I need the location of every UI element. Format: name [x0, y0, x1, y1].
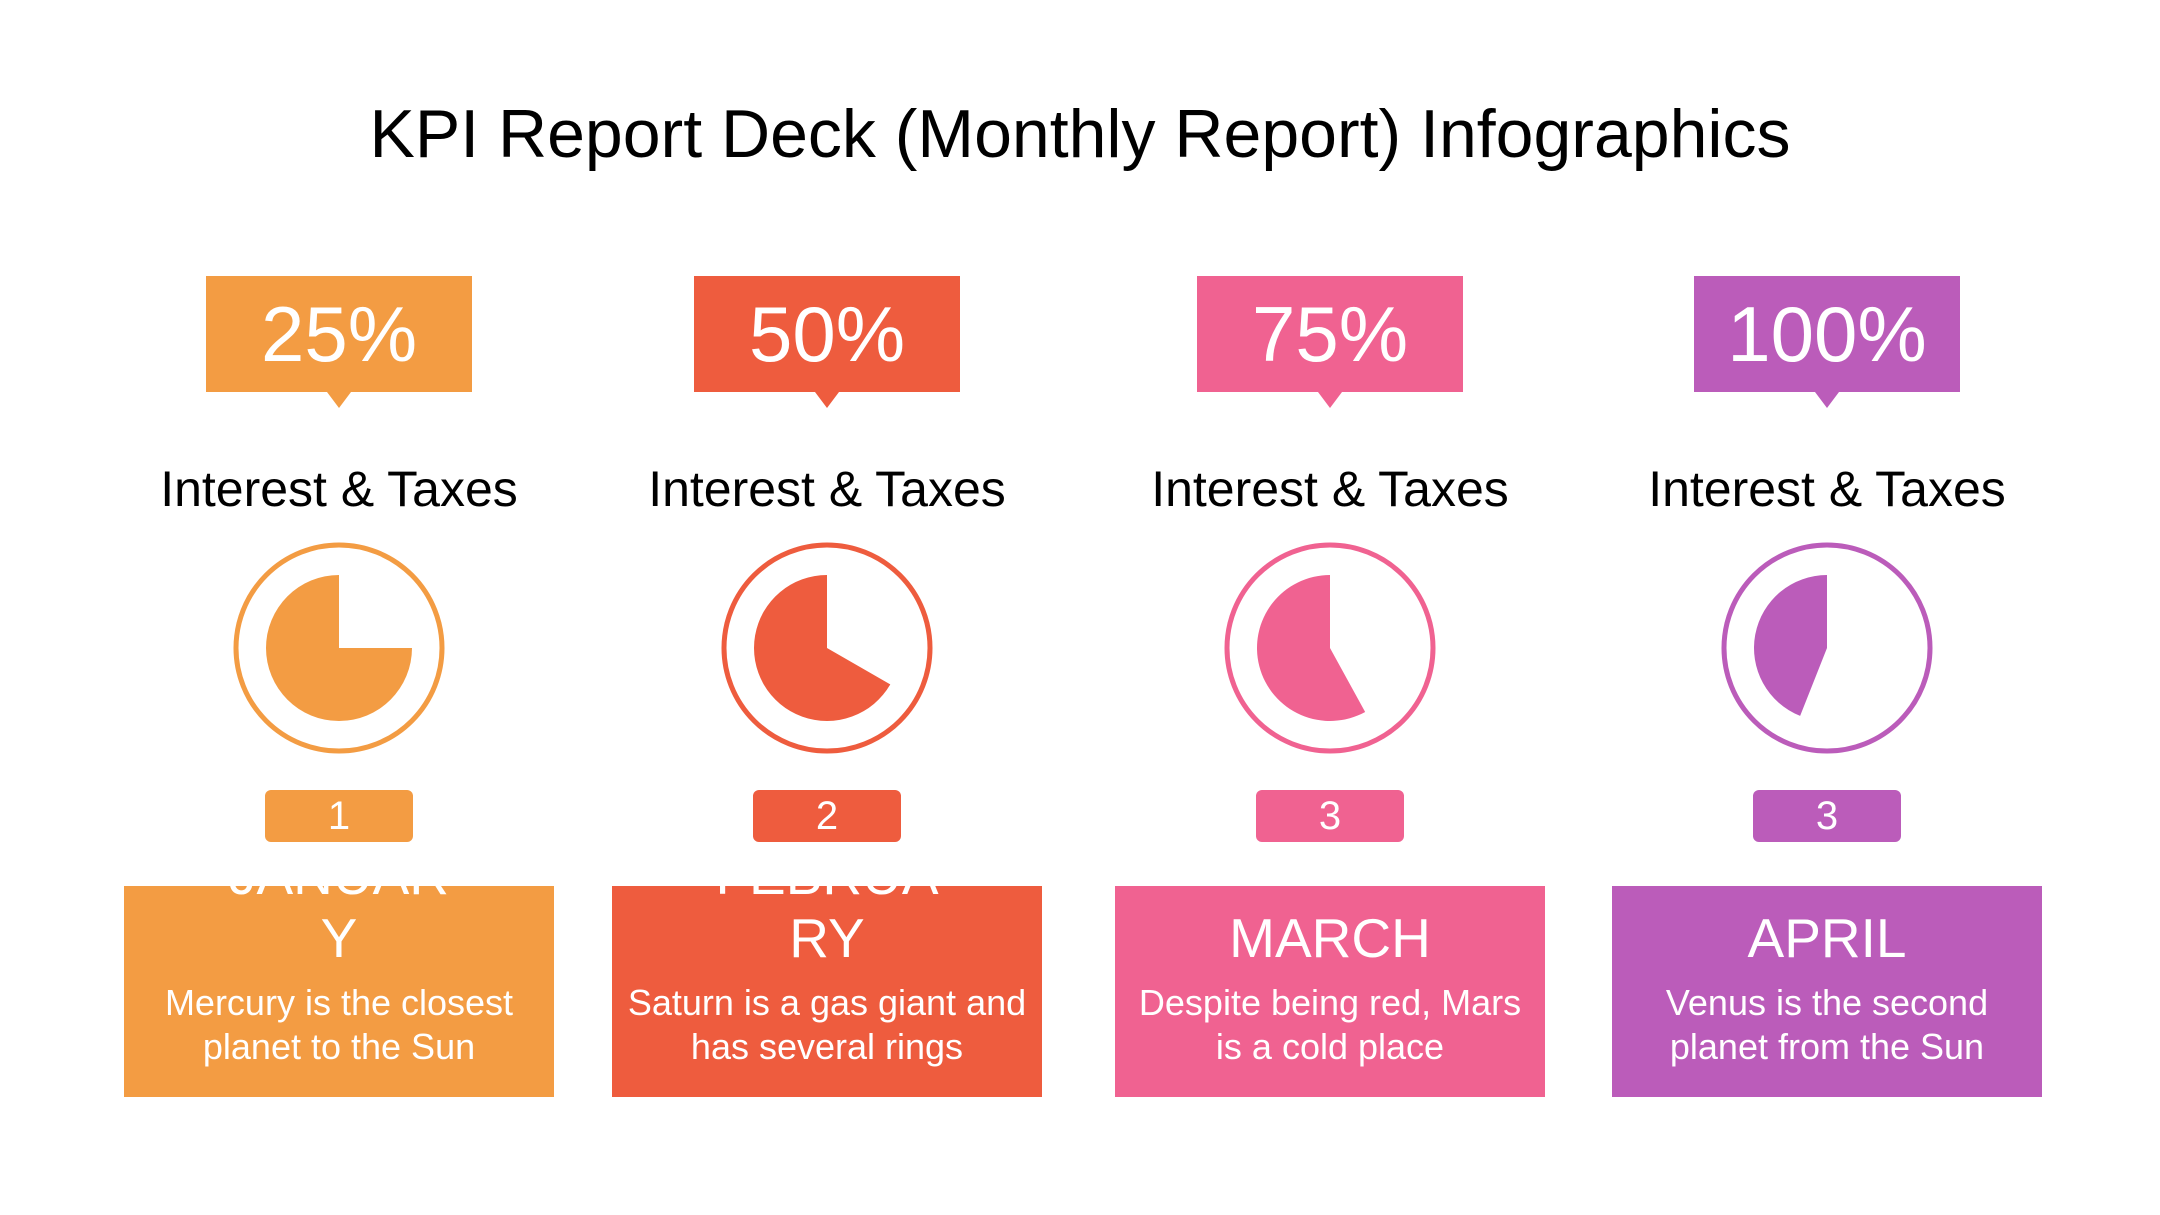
- kpi-label: Interest & Taxes: [1151, 461, 1509, 517]
- kpi-label: Interest & Taxes: [1648, 461, 2006, 517]
- pie-ring: [1224, 542, 1436, 754]
- month-card: [1612, 886, 2042, 1097]
- month-description: Venus is the second planet from the Sun: [1665, 982, 1989, 1067]
- percent-callout: 25%: [206, 276, 472, 392]
- pie-ring: [1721, 542, 1933, 754]
- month-card: [612, 886, 1042, 1097]
- badge: [1256, 790, 1404, 842]
- callout-pointer: [815, 392, 839, 408]
- callout-pointer: [1318, 392, 1342, 408]
- badge: [1753, 790, 1901, 842]
- month-card: [1115, 886, 1545, 1097]
- month-name: APRIL: [1747, 907, 1907, 969]
- pie-wedge: [1257, 575, 1366, 721]
- callout-pointer: [327, 392, 351, 408]
- kpi-label: Interest & Taxes: [160, 461, 518, 517]
- badge: [265, 790, 413, 842]
- badge-text: +24: [815, 744, 839, 888]
- badge-text: +12: [327, 744, 351, 888]
- pie-icon: [721, 542, 933, 754]
- month-name: FEBRUARY: [715, 844, 939, 969]
- badge: [753, 790, 901, 842]
- pie-ring: [233, 542, 445, 754]
- pie-wedge: [1754, 575, 1827, 716]
- month-description: Saturn is a gas giant and has several ri…: [627, 982, 1027, 1067]
- badge-text: +34: [1815, 744, 1839, 888]
- month-name: JANUARY: [228, 844, 450, 969]
- pie-wedge: [754, 575, 891, 721]
- month-description: Mercury is the closest planet to the Sun: [164, 982, 514, 1067]
- callout-pointer: [1815, 392, 1839, 408]
- percent-callout: 75%: [1197, 276, 1463, 392]
- badge-text: +39: [1318, 744, 1342, 888]
- pie-icon: [233, 542, 445, 754]
- pie-icon: [1721, 542, 1933, 754]
- pie-wedge: [266, 575, 412, 721]
- percent-callout: 50%: [694, 276, 960, 392]
- month-description: Despite being red, Mars is a cold place: [1138, 982, 1522, 1067]
- pie-ring: [721, 542, 933, 754]
- slide-title: KPI Report Deck (Monthly Report) Infogra…: [369, 96, 1791, 172]
- pie-icon: [1224, 542, 1436, 754]
- percent-callout: 100%: [1694, 276, 1960, 392]
- month-name: MARCH: [1229, 907, 1431, 969]
- month-card: [124, 886, 554, 1097]
- kpi-label: Interest & Taxes: [648, 461, 1006, 517]
